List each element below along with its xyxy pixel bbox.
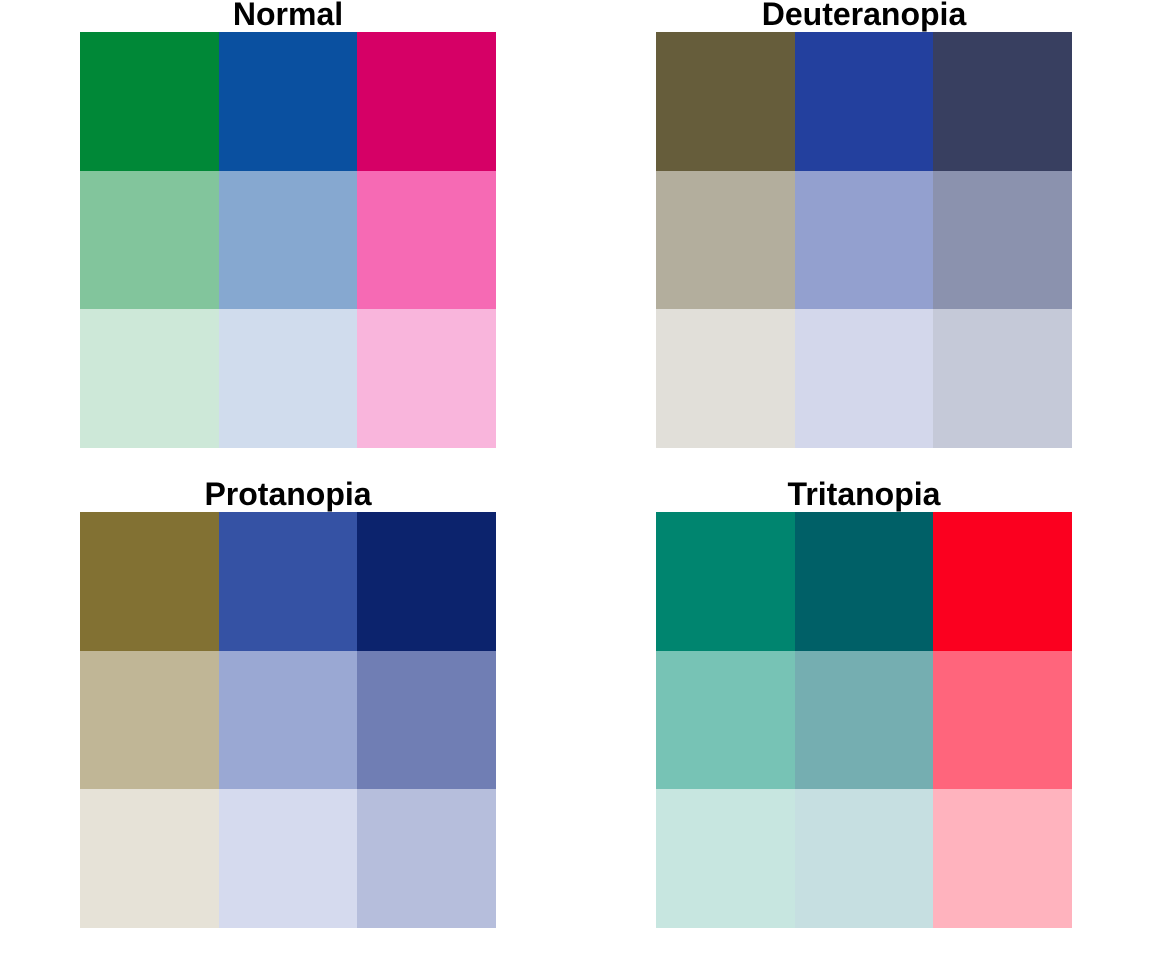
grid-cell-r1-c2 (794, 512, 934, 651)
grid-cell-r1-c3 (933, 32, 1073, 171)
grid-cell-r3-c3 (357, 789, 497, 929)
grid-cell-r2-c2 (218, 650, 358, 790)
grid-cell-r3-c3 (933, 789, 1073, 929)
grid-cell-r1-c3 (933, 512, 1073, 651)
color-grid (80, 512, 497, 929)
panel-title: Protanopia (204, 476, 372, 512)
color-grid (656, 32, 1073, 449)
color-grid (656, 512, 1073, 929)
grid-cell-r3-c1 (80, 789, 219, 929)
grid-cell-r2-c2 (794, 650, 934, 790)
grid-cell-r1-c1 (80, 32, 219, 171)
grid-cell-r2-c1 (656, 650, 795, 790)
grid-cell-r2-c3 (357, 650, 497, 790)
grid-cell-r3-c2 (794, 789, 934, 929)
grid-cell-r2-c3 (933, 170, 1073, 310)
grid-cell-r2-c1 (656, 170, 795, 310)
grid-cell-r3-c2 (218, 309, 358, 449)
grid-cell-r3-c3 (357, 309, 497, 449)
grid-cell-r1-c1 (656, 32, 795, 171)
grid-cell-r1-c1 (80, 512, 219, 651)
grid-cell-r2-c3 (933, 650, 1073, 790)
grid-cell-r1-c1 (656, 512, 795, 651)
grid-cell-r1-c2 (218, 32, 358, 171)
grid-cell-r1-c2 (218, 512, 358, 651)
grid-cell-r1-c2 (794, 32, 934, 171)
grid-cell-r2-c1 (80, 170, 219, 310)
panel-title: Tritanopia (787, 476, 941, 512)
grid-cell-r2-c3 (357, 170, 497, 310)
grid-cell-r3-c1 (80, 309, 219, 449)
grid-cell-r1-c3 (357, 32, 497, 171)
grid-cell-r2-c1 (80, 650, 219, 790)
grid-cell-r2-c2 (794, 170, 934, 310)
grid-cell-r1-c3 (357, 512, 497, 651)
grid-cell-r3-c2 (218, 789, 358, 929)
grid-cell-r3-c1 (656, 789, 795, 929)
panel-title: Deuteranopia (761, 0, 967, 32)
grid-cell-r3-c2 (794, 309, 934, 449)
grid-cell-r2-c2 (218, 170, 358, 310)
panel-title: Normal (232, 0, 344, 32)
grid-cell-r3-c3 (933, 309, 1073, 449)
grid-cell-r3-c1 (656, 309, 795, 449)
color-grid (80, 32, 497, 449)
